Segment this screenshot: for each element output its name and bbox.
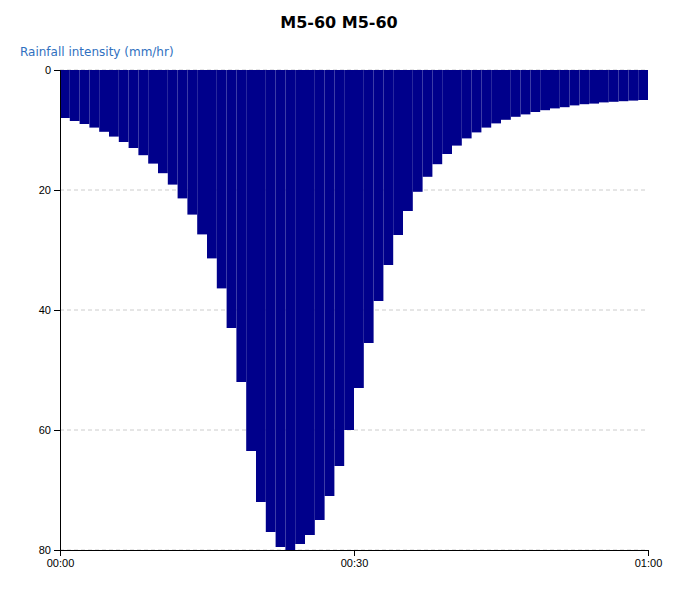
- x-tick-label: 00:00: [47, 557, 75, 569]
- bar: [619, 70, 629, 101]
- grid: [60, 70, 648, 550]
- x-tick-label: 01:00: [635, 557, 663, 569]
- y-tick: 40: [39, 304, 60, 316]
- chart: M5-60 M5-60 00:00 00:30 01:00 0 20 40 60 80 Rainf…: [0, 0, 678, 600]
- bar: [119, 70, 129, 142]
- bar: [80, 70, 90, 124]
- y-tick-mark: [54, 190, 60, 191]
- bar: [246, 70, 256, 451]
- x-tick: 00:30: [341, 550, 369, 569]
- y-tick: 80: [39, 544, 60, 556]
- bar: [197, 70, 207, 234]
- bar: [285, 70, 295, 550]
- bar: [530, 70, 540, 112]
- x-tick: 01:00: [635, 550, 663, 569]
- bar: [383, 70, 393, 265]
- bar: [393, 70, 403, 235]
- bar: [452, 70, 462, 146]
- bar: [511, 70, 521, 117]
- bar: [217, 70, 227, 288]
- y-tick: 60: [39, 424, 60, 436]
- bar: [638, 70, 648, 100]
- bar: [521, 70, 531, 114]
- title: M5-60 M5-60: [280, 13, 398, 32]
- bar: [325, 70, 335, 496]
- bar: [403, 70, 413, 211]
- bar: [276, 70, 286, 547]
- bar: [550, 70, 560, 108]
- bar: [481, 70, 491, 128]
- bar: [570, 70, 580, 105]
- bar: [628, 70, 638, 101]
- y-tick-label: 20: [39, 184, 51, 196]
- y-axis: 0 20 40 60 80: [39, 64, 61, 556]
- bar: [236, 70, 246, 382]
- bar: [60, 70, 70, 118]
- bar: [374, 70, 384, 301]
- bar: [315, 70, 325, 520]
- bar: [70, 70, 80, 121]
- y-tick-mark: [54, 310, 60, 311]
- bar: [364, 70, 374, 343]
- bar: [187, 70, 197, 215]
- y-tick: 0: [45, 64, 60, 76]
- x-tick-mark: [648, 550, 649, 556]
- x-axis: 00:00 00:30 01:00: [47, 550, 663, 569]
- bar: [295, 70, 305, 544]
- bar: [207, 70, 217, 258]
- x-tick-label: 00:30: [341, 557, 369, 569]
- y-tick-label: 0: [45, 64, 51, 76]
- bar: [609, 70, 619, 102]
- y-tick: 20: [39, 184, 60, 196]
- bar: [413, 70, 423, 192]
- bar: [599, 70, 609, 102]
- bar: [89, 70, 99, 128]
- bar: [256, 70, 266, 502]
- bar: [138, 70, 148, 155]
- bar: [491, 70, 501, 123]
- y-tick-mark: [54, 430, 60, 431]
- bar: [148, 70, 158, 164]
- bar: [109, 70, 119, 137]
- bar: [560, 70, 570, 107]
- bar: [129, 70, 139, 148]
- bar: [334, 70, 344, 466]
- x-tick-mark: [354, 550, 355, 556]
- bar: [501, 70, 511, 120]
- y-tick-label: 80: [39, 544, 51, 556]
- bar: [432, 70, 442, 164]
- bars: [60, 70, 648, 550]
- bar: [462, 70, 472, 138]
- bar: [540, 70, 550, 110]
- bar: [227, 70, 237, 328]
- bar: [99, 70, 109, 132]
- y-tick-label: 40: [39, 304, 51, 316]
- bar: [178, 70, 188, 198]
- y-tick-mark: [54, 550, 60, 551]
- y-tick-mark: [54, 70, 60, 71]
- bar: [168, 70, 178, 185]
- bar: [266, 70, 276, 532]
- y-tick-label: 60: [39, 424, 51, 436]
- bar: [354, 70, 364, 388]
- y-axis-line: [54, 71, 61, 551]
- bar: [589, 70, 599, 104]
- plot: 00:00 00:30 01:00 0 20 40 60 80: [39, 64, 663, 569]
- bar: [344, 70, 354, 430]
- bar: [423, 70, 433, 177]
- bar: [442, 70, 452, 154]
- bar: [472, 70, 482, 132]
- bar: [579, 70, 589, 104]
- x-axis-line: [61, 551, 649, 557]
- bar: [305, 70, 315, 535]
- bar: [158, 70, 168, 173]
- y-axis-label: Rainfall intensity (mm/hr): [20, 45, 174, 59]
